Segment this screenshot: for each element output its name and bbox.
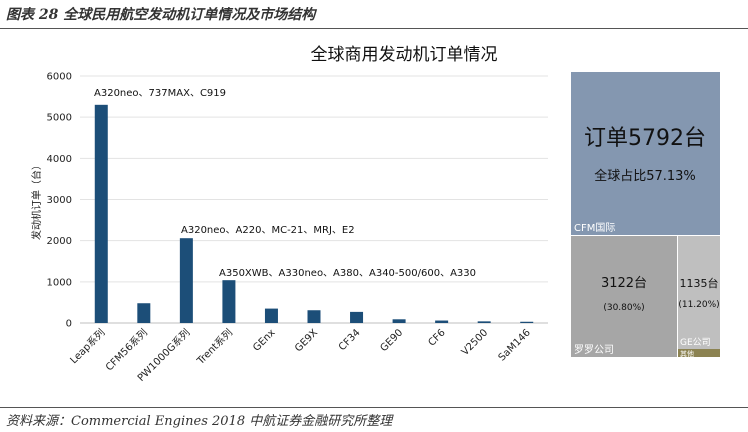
- y-tick-label: 3000: [47, 195, 72, 206]
- y-tick-label: 2000: [47, 236, 72, 247]
- x-tick-label: GE90: [378, 327, 405, 354]
- chart-title: 全球商用发动机订单情况: [311, 45, 498, 65]
- tm-other-block: [678, 349, 720, 357]
- y-tick-label: 0: [66, 319, 72, 330]
- y-tick-label: 4000: [47, 154, 72, 165]
- bar: [350, 311, 364, 323]
- tm-ge-share: (11.20%): [678, 300, 719, 310]
- tm-ge-block: [678, 236, 720, 349]
- y-tick-label: 1000: [47, 277, 72, 288]
- tm-other-name: 其他: [680, 349, 694, 358]
- annotations: A320neo、737MAX、C919 A320neo、A220、MC-21、MR…: [94, 88, 476, 279]
- tm-rr-share: (30.80%): [603, 303, 644, 313]
- bottom-rule: [0, 407, 748, 408]
- bar-annotation: A320neo、737MAX、C919: [94, 88, 226, 99]
- x-tick-label: SaM146: [497, 327, 533, 363]
- y-tick-label: 6000: [47, 72, 72, 83]
- tm-cfm-share: 全球占比57.13%: [594, 168, 696, 184]
- x-tick-label: CF6: [426, 327, 447, 348]
- bar: [94, 104, 108, 323]
- tm-ge-label: 1135台: [680, 276, 719, 290]
- bar: [307, 310, 321, 323]
- bar: [477, 321, 491, 323]
- tm-rr-block: [571, 236, 677, 357]
- tm-cfm-label: 订单5792台: [584, 126, 706, 151]
- bar: [137, 303, 151, 323]
- x-tick-label: GE9X: [293, 327, 320, 354]
- figure-caption: 图表 28 全球民用航空发动机订单情况及市场结构: [6, 7, 316, 23]
- source-note: 资料来源：Commercial Engines 2018 中航证券金融研究所整理: [6, 414, 393, 429]
- tm-cfm-block: [571, 72, 720, 235]
- x-tick-label: V2500: [460, 327, 491, 358]
- gridlines: [80, 75, 548, 324]
- y-tick-label: 5000: [47, 113, 72, 124]
- tm-rr-name: 罗罗公司: [574, 344, 614, 356]
- top-rule: [0, 28, 748, 29]
- y-axis-label: 发动机订单（台）: [30, 160, 43, 240]
- bars: [94, 104, 534, 323]
- bar-annotation: A320neo、A220、MC-21、MRJ、E2: [181, 225, 355, 236]
- bar: [179, 238, 193, 323]
- x-tick-label: Trent系列: [193, 326, 235, 368]
- x-tick-label: Leap系列: [67, 326, 107, 366]
- tm-rr-label: 3122台: [601, 276, 647, 291]
- bar: [520, 321, 534, 323]
- bar: [222, 280, 236, 323]
- bar-annotation: A350XWB、A330neo、A380、A340-500/600、A330: [219, 268, 476, 279]
- y-axis: 0 1000 2000 3000 4000 5000 6000: [47, 72, 72, 330]
- x-tick-label: CFM56系列: [102, 326, 149, 373]
- tm-ge-name: GE公司: [680, 337, 711, 348]
- bar: [435, 320, 449, 323]
- x-tick-label: CF34: [337, 327, 363, 353]
- tm-cfm-name: CFM国际: [574, 222, 615, 234]
- x-tick-label: GEnx: [251, 327, 277, 353]
- bar: [264, 308, 278, 323]
- chart: 全球商用发动机订单情况 0 1000 2000 3000 4000 5000 6000 Le…: [30, 45, 720, 384]
- bar: [392, 319, 406, 323]
- treemap: 订单5792台 全球占比57.13% CFM国际 3122台 (30.80%) …: [571, 72, 720, 358]
